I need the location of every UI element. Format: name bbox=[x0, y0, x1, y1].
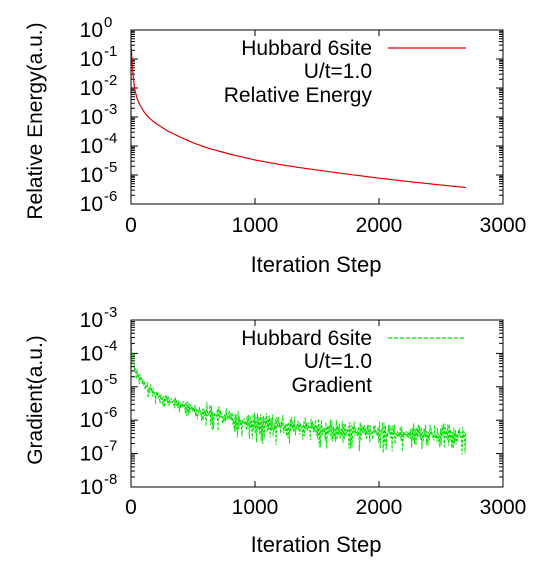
legend-label-model: Hubbard 6site bbox=[241, 37, 372, 60]
y-tick-label: 10 bbox=[80, 164, 103, 187]
y-tick-exponent: -6 bbox=[104, 404, 117, 421]
x-tick-label: 2000 bbox=[356, 496, 403, 519]
y-tick-label: 10 bbox=[80, 376, 103, 399]
y-tick-label: 10 bbox=[80, 135, 103, 158]
y-tick-exponent: -2 bbox=[104, 72, 117, 89]
y-tick-base: 10 bbox=[80, 476, 103, 499]
x-tick-label: 0 bbox=[125, 496, 137, 519]
y-tick-base: 10 bbox=[80, 19, 103, 42]
legend-gradient: Hubbard 6site U/t=1.0 Gradient bbox=[241, 327, 466, 397]
x-tick-label: 3000 bbox=[480, 496, 527, 519]
y-tick-exponent: -4 bbox=[104, 337, 117, 354]
y-tick-exponent: -3 bbox=[104, 304, 117, 321]
y-tick-label: 10 bbox=[80, 443, 103, 466]
relative-energy-chart: Relative Energy(a.u.) Iteration Step 0 10… bbox=[24, 14, 526, 277]
y-tick-label: 10 bbox=[80, 77, 103, 100]
legend-label-series-2: Gradient bbox=[291, 374, 372, 397]
y-tick-base: 10 bbox=[80, 106, 103, 129]
y-tick-exponent: -4 bbox=[104, 130, 117, 147]
y-tick-base: 10 bbox=[80, 376, 103, 399]
y-tick-exponent: -3 bbox=[104, 101, 117, 118]
y-tick-base: 10 bbox=[80, 135, 103, 158]
y-tick-base: 10 bbox=[80, 309, 103, 332]
y-tick-label: 10 bbox=[80, 48, 103, 71]
ylabel-relative-energy: Relative Energy(a.u.) bbox=[24, 22, 47, 219]
y-tick-base: 10 bbox=[80, 342, 103, 365]
y-tick-exponent: -1 bbox=[104, 43, 117, 60]
y-tick-exponent: -6 bbox=[104, 188, 117, 205]
y-tick-label: 10 bbox=[80, 309, 103, 332]
y-tick-label: 10 bbox=[80, 193, 103, 216]
x-tick-label: 2000 bbox=[356, 214, 403, 237]
x-tick-label: 1000 bbox=[232, 496, 279, 519]
y-tick-base: 10 bbox=[80, 48, 103, 71]
y-tick-base: 10 bbox=[80, 77, 103, 100]
y-tick-label: 10 bbox=[80, 19, 103, 42]
y-tick-base: 10 bbox=[80, 193, 103, 216]
x-tick-label: 1000 bbox=[232, 214, 279, 237]
series-line-relative-energy bbox=[131, 45, 466, 189]
y-tick-exponent: -5 bbox=[104, 159, 117, 176]
y-tick-label: 10 bbox=[80, 409, 103, 432]
x-tick-label: 0 bbox=[125, 214, 137, 237]
y-tick-base: 10 bbox=[80, 443, 103, 466]
x-tick-label: 3000 bbox=[480, 214, 527, 237]
y-tick-exponent: -7 bbox=[104, 438, 117, 455]
ylabel-gradient: Gradient(a.u.) bbox=[24, 335, 47, 465]
y-tick-base: 10 bbox=[80, 164, 103, 187]
legend-label-series: Relative Energy bbox=[224, 84, 373, 107]
y-tick-exponent: -8 bbox=[104, 471, 117, 488]
xlabel-iteration-step: Iteration Step bbox=[251, 252, 382, 277]
y-tick-exponent: -5 bbox=[104, 371, 117, 388]
y-tick-exponent: 0 bbox=[104, 14, 112, 31]
legend-relative-energy: Hubbard 6site U/t=1.0 Relative Energy bbox=[224, 37, 466, 107]
series-line-gradient bbox=[131, 334, 467, 455]
xlabel-iteration-step-2: Iteration Step bbox=[251, 532, 382, 557]
gradient-chart: Gradient(a.u.) Iteration Step 0 1000 2000 3… bbox=[24, 304, 526, 557]
y-tick-label: 10 bbox=[80, 342, 103, 365]
y-tick-label: 10 bbox=[80, 106, 103, 129]
plot-frame-relative-energy bbox=[130, 29, 504, 205]
legend-label-parameter: U/t=1.0 bbox=[304, 60, 372, 83]
y-tick-base: 10 bbox=[80, 409, 103, 432]
plot-frame-gradient bbox=[130, 319, 504, 488]
legend-label-model-2: Hubbard 6site bbox=[241, 327, 372, 350]
legend-label-parameter-2: U/t=1.0 bbox=[304, 350, 372, 373]
y-tick-label: 10 bbox=[80, 476, 103, 499]
